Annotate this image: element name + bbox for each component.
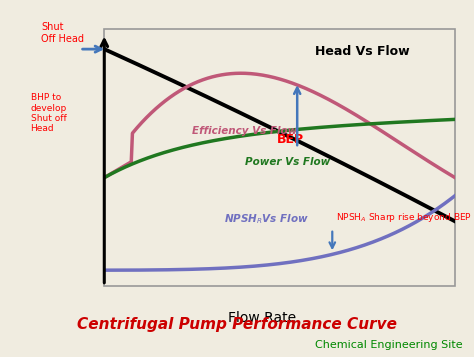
Text: NPSH$_R$Vs Flow: NPSH$_R$Vs Flow: [224, 212, 309, 226]
Text: Power Vs Flow: Power Vs Flow: [245, 157, 330, 167]
Text: Centrifugal Pump Performance Curve: Centrifugal Pump Performance Curve: [77, 317, 397, 332]
Text: Flow Rate: Flow Rate: [228, 311, 296, 325]
Text: Efficiency Vs Flow: Efficiency Vs Flow: [192, 126, 297, 136]
Text: NPSH$_A$ Sharp rise beyond BEP: NPSH$_A$ Sharp rise beyond BEP: [336, 211, 472, 223]
Text: Chemical Engineering Site: Chemical Engineering Site: [315, 340, 463, 350]
Text: Head Vs Flow: Head Vs Flow: [315, 45, 410, 58]
Text: BHP to
develop
Shut off
Head: BHP to develop Shut off Head: [31, 93, 67, 134]
Text: Shut
Off Head: Shut Off Head: [41, 22, 84, 44]
Text: BEP: BEP: [277, 132, 304, 146]
